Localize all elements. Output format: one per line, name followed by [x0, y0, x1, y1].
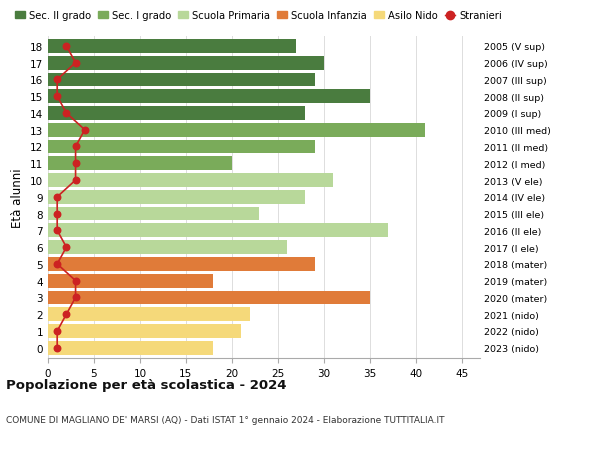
Bar: [48, 107, 305, 121]
Point: [62, 244, 71, 251]
Point: [71, 144, 80, 151]
Y-axis label: Età alunni: Età alunni: [11, 168, 25, 227]
Point: [62, 43, 71, 50]
Bar: [48, 190, 305, 204]
Point: [71, 294, 80, 302]
Text: Popolazione per età scolastica - 2024: Popolazione per età scolastica - 2024: [6, 379, 287, 392]
Bar: [48, 207, 259, 221]
Bar: [48, 341, 214, 355]
Bar: [48, 40, 296, 54]
Point: [52, 261, 62, 268]
Point: [71, 60, 80, 67]
Bar: [48, 308, 250, 321]
Point: [52, 328, 62, 335]
Point: [71, 160, 80, 168]
Bar: [48, 291, 370, 305]
Bar: [48, 241, 287, 254]
Point: [71, 277, 80, 285]
Point: [52, 227, 62, 235]
Bar: [48, 257, 314, 271]
Text: COMUNE DI MAGLIANO DE' MARSI (AQ) - Dati ISTAT 1° gennaio 2024 - Elaborazione TU: COMUNE DI MAGLIANO DE' MARSI (AQ) - Dati…: [6, 415, 445, 425]
Point: [52, 77, 62, 84]
Point: [80, 127, 89, 134]
Bar: [48, 56, 324, 70]
Bar: [48, 224, 388, 238]
Point: [62, 110, 71, 118]
Legend: Sec. II grado, Sec. I grado, Scuola Primaria, Scuola Infanzia, Asilo Nido, Stran: Sec. II grado, Sec. I grado, Scuola Prim…: [11, 7, 506, 25]
Point: [52, 93, 62, 101]
Point: [62, 311, 71, 318]
Point: [71, 177, 80, 185]
Bar: [48, 123, 425, 137]
Bar: [48, 90, 370, 104]
Bar: [48, 157, 232, 171]
Bar: [48, 325, 241, 338]
Point: [52, 210, 62, 218]
Point: [52, 344, 62, 352]
Point: [52, 194, 62, 201]
Bar: [48, 274, 214, 288]
Bar: [48, 174, 333, 187]
Bar: [48, 73, 314, 87]
Bar: [48, 140, 314, 154]
